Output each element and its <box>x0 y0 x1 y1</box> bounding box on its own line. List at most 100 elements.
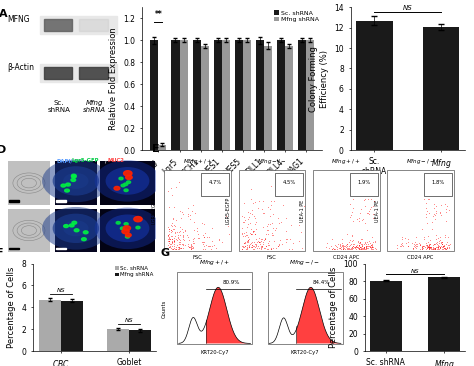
Circle shape <box>95 208 160 249</box>
Point <box>360 246 368 252</box>
Point <box>404 236 411 242</box>
Point <box>339 246 347 252</box>
Point <box>439 246 447 251</box>
Point <box>264 242 272 248</box>
Point <box>339 246 346 252</box>
Point <box>282 236 290 242</box>
Point <box>276 237 284 243</box>
Point <box>429 244 437 250</box>
Circle shape <box>66 183 70 186</box>
Point <box>282 239 290 245</box>
Bar <box>8 161 50 205</box>
Point <box>423 205 430 211</box>
Point <box>356 242 363 247</box>
Point <box>355 242 363 248</box>
Point <box>360 244 368 250</box>
Point <box>355 243 363 249</box>
Text: 4.7%: 4.7% <box>208 180 221 185</box>
Point <box>363 239 370 244</box>
Point <box>439 243 447 249</box>
Point <box>423 208 430 214</box>
Point <box>425 244 433 250</box>
Text: $\it{Mfng-/-}$: $\it{Mfng-/-}$ <box>257 157 287 166</box>
Point <box>367 242 375 248</box>
Point <box>431 245 438 251</box>
Point <box>439 244 447 250</box>
Point <box>422 240 430 246</box>
Point <box>371 238 379 244</box>
Point <box>425 243 433 249</box>
Point <box>356 245 363 251</box>
Point <box>173 242 181 247</box>
Point <box>439 243 447 249</box>
Point <box>437 240 445 246</box>
Bar <box>428 277 460 351</box>
Bar <box>55 161 97 205</box>
Bar <box>356 20 392 150</box>
Point <box>430 211 438 217</box>
Point <box>438 241 446 247</box>
Point <box>277 220 285 225</box>
Point <box>243 245 251 251</box>
Point <box>345 246 352 251</box>
Text: CD24 APC: CD24 APC <box>407 255 434 260</box>
Point <box>267 198 274 204</box>
Point <box>440 244 447 250</box>
Point <box>259 236 266 242</box>
Point <box>433 246 440 252</box>
Bar <box>267 272 343 344</box>
Point <box>404 239 411 245</box>
Point <box>411 242 419 248</box>
Point <box>399 234 406 240</box>
Point <box>240 244 248 250</box>
Point <box>365 208 373 214</box>
Point <box>165 240 173 246</box>
Circle shape <box>64 225 68 228</box>
Point <box>254 205 262 211</box>
Point <box>199 239 206 245</box>
Point <box>435 246 442 251</box>
Point <box>166 244 174 250</box>
Point <box>238 246 246 251</box>
Point <box>249 228 257 234</box>
Point <box>165 204 173 210</box>
Point <box>363 244 371 250</box>
Point <box>170 204 178 210</box>
Point <box>206 235 213 240</box>
Circle shape <box>136 226 140 229</box>
Circle shape <box>61 184 66 187</box>
Point <box>244 238 252 244</box>
Point <box>174 246 182 252</box>
Point <box>357 246 365 252</box>
Point <box>424 233 431 239</box>
Point <box>186 244 193 250</box>
Point <box>268 230 276 236</box>
Point <box>168 239 175 244</box>
Point <box>180 237 188 243</box>
Point <box>168 236 175 242</box>
Point <box>337 246 345 252</box>
Point <box>437 243 445 249</box>
Point <box>434 246 442 252</box>
Point <box>289 240 297 246</box>
Text: $\it{Mfng+/+}$: $\it{Mfng+/+}$ <box>331 157 361 166</box>
Point <box>356 244 364 250</box>
Point <box>346 246 353 252</box>
Point <box>356 240 363 246</box>
Point <box>170 216 177 222</box>
Text: β-Actin: β-Actin <box>7 63 34 72</box>
Point <box>248 207 255 213</box>
Point <box>179 241 186 247</box>
Point <box>173 238 181 243</box>
Point <box>431 246 438 252</box>
Text: FSC: FSC <box>267 255 277 260</box>
Point <box>253 239 260 245</box>
Point <box>168 233 176 239</box>
Point <box>274 243 282 249</box>
Point <box>331 246 339 252</box>
Point <box>186 212 194 218</box>
Point <box>257 244 264 250</box>
Point <box>446 242 453 248</box>
Point <box>424 244 432 250</box>
Point <box>336 245 344 251</box>
